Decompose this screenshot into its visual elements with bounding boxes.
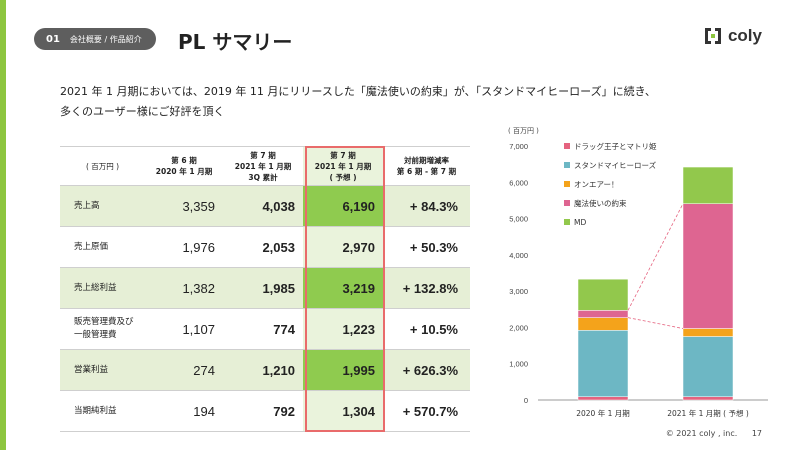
value-change-rate: + 50.3%: [409, 239, 458, 255]
value-fy6: 274: [193, 362, 215, 378]
value-change-rate: + 10.5%: [409, 321, 458, 337]
x-tick-label: 2020 年 1 月期: [576, 408, 630, 418]
header-col-fy6: 第 6 期 2020 年 1 月期: [155, 156, 213, 176]
copyright: © 2021 coly , inc.: [665, 429, 738, 438]
y-tick-label: 2,000: [509, 323, 528, 332]
value-change-rate: + 84.3%: [409, 198, 458, 214]
legend-swatch: [564, 162, 570, 168]
y-tick-label: 6,000: [509, 178, 528, 187]
brand-name: coly: [727, 26, 762, 45]
connector-line: [627, 317, 684, 329]
legend-label: ドラッグ王子とマトリ姫: [574, 141, 657, 151]
value-fy6: 1,976: [182, 239, 215, 255]
y-tick-label: 4,000: [509, 251, 528, 260]
value-change-rate: + 570.7%: [402, 403, 458, 419]
y-tick-label: 1,000: [509, 360, 528, 369]
bar-segment: [577, 396, 629, 401]
x-tick-label: 2021 年 1 月期 ( 予想 ): [667, 408, 749, 418]
row-label: 販売管理費及び 一般管理費: [74, 317, 134, 340]
bar-segment: [682, 396, 734, 401]
value-fy7-3q: 1,210: [262, 362, 295, 378]
brand-logo: coly: [703, 26, 762, 46]
bar-segment: [577, 317, 629, 331]
y-tick-label: 5,000: [509, 215, 528, 224]
legend-label: スタンドマイヒーローズ: [574, 160, 657, 170]
value-fy6: 1,382: [182, 280, 215, 296]
header-col-fy7-forecast: 第 7 期 2021 年 1 月期( 予想 ): [303, 147, 383, 185]
value-fy7-3q: 2,053: [262, 239, 295, 255]
value-fy7-forecast: 3,219: [303, 268, 383, 308]
value-fy7-forecast: 1,223: [303, 309, 383, 349]
legend-swatch: [564, 181, 570, 187]
legend-label: オンエアー！: [574, 180, 619, 189]
legend-swatch: [564, 200, 570, 206]
table-header-row: ( 百万円 ) 第 6 期 2020 年 1 月期 第 7 期 2021 年 1 月…: [60, 146, 470, 186]
unit-label: ( 百万円 ): [85, 161, 120, 171]
header-col-change-rate: 対前期増減率第 6 期 - 第 7 期: [396, 156, 457, 176]
intro-text: 2021 年 1 月期においては、2019 年 11 月にリリースした「魔法使い…: [60, 82, 680, 122]
bar-segment: [682, 203, 734, 329]
legend-swatch: [564, 219, 570, 225]
value-fy6: 3,359: [182, 198, 215, 214]
value-fy6: 194: [193, 403, 215, 419]
row-label: 売上原価: [74, 241, 109, 252]
value-fy6: 1,107: [182, 321, 215, 337]
section-label: 会社概要 / 作品紹介: [69, 34, 142, 44]
intro-line-2: 多くのユーザー様にご好評を頂く: [60, 105, 225, 118]
value-fy7-3q: 1,985: [262, 280, 295, 296]
revenue-stacked-bar-chart: ( 百万円 ) 0 1,000 2,000 3,000 4,000 5,000 6,000 7,…: [508, 127, 768, 418]
y-tick-label: 7,000: [509, 142, 528, 151]
value-fy7-3q: 792: [273, 403, 295, 419]
table-row: 当期純利益 194 792 1,304 + 570.7%: [60, 391, 470, 432]
row-label: 営業利益: [74, 364, 109, 375]
section-tag: 01 会社概要 / 作品紹介: [34, 28, 156, 50]
value-fy7-forecast: 1,304: [303, 391, 383, 431]
table-row: 販売管理費及び 一般管理費 1,107 774 1,223 + 10.5%: [60, 309, 470, 350]
table-row: 売上高 3,359 4,038 6,190 + 84.3%: [60, 186, 470, 227]
bar-segment: [682, 336, 734, 397]
bar-segment: [682, 328, 734, 337]
row-label: 売上高: [74, 200, 100, 211]
value-fy7-3q: 4,038: [262, 198, 295, 214]
bar-segment: [577, 330, 629, 397]
value-fy7-forecast: 6,190: [303, 186, 383, 226]
bar-segment: [577, 310, 629, 318]
connector-line: [627, 203, 684, 311]
y-tick-label: 3,000: [509, 287, 528, 296]
legend-label: MD: [574, 218, 586, 227]
section-number: 01: [46, 33, 60, 45]
value-fy7-3q: 774: [273, 321, 295, 337]
pl-table: ( 百万円 ) 第 6 期 2020 年 1 月期 第 7 期 2021 年 1 月…: [60, 146, 470, 432]
table-row: 売上原価 1,976 2,053 2,970 + 50.3%: [60, 227, 470, 268]
bar-segment: [577, 278, 629, 311]
legend-label: 魔法使いの約束: [574, 198, 627, 208]
header-col-fy7-3q: 第 7 期 2021 年 1 月期 3Q 累計: [234, 150, 292, 182]
y-unit-label: ( 百万円 ): [508, 127, 539, 135]
row-label: 当期純利益: [74, 405, 117, 416]
bar-segment: [682, 166, 734, 204]
table-row: 売上総利益 1,382 1,985 3,219 + 132.8%: [60, 268, 470, 309]
value-fy7-forecast: 2,970: [303, 227, 383, 267]
accent-bar: [0, 0, 6, 450]
y-tick-label: 0: [524, 396, 528, 405]
legend-swatch: [564, 143, 570, 149]
page-title: PL サマリー: [178, 30, 293, 54]
page-number: 17: [751, 429, 762, 438]
intro-line-1: 2021 年 1 月期においては、2019 年 11 月にリリースした「魔法使い…: [60, 85, 656, 98]
value-change-rate: + 626.3%: [402, 362, 458, 378]
row-label: 売上総利益: [74, 282, 117, 293]
value-change-rate: + 132.8%: [402, 280, 458, 296]
footer: © 2021 coly , inc. 17: [666, 429, 762, 438]
coly-logo-icon: [704, 28, 721, 44]
value-fy7-forecast: 1,995: [303, 350, 383, 390]
table-row: 営業利益 274 1,210 1,995 + 626.3%: [60, 350, 470, 391]
